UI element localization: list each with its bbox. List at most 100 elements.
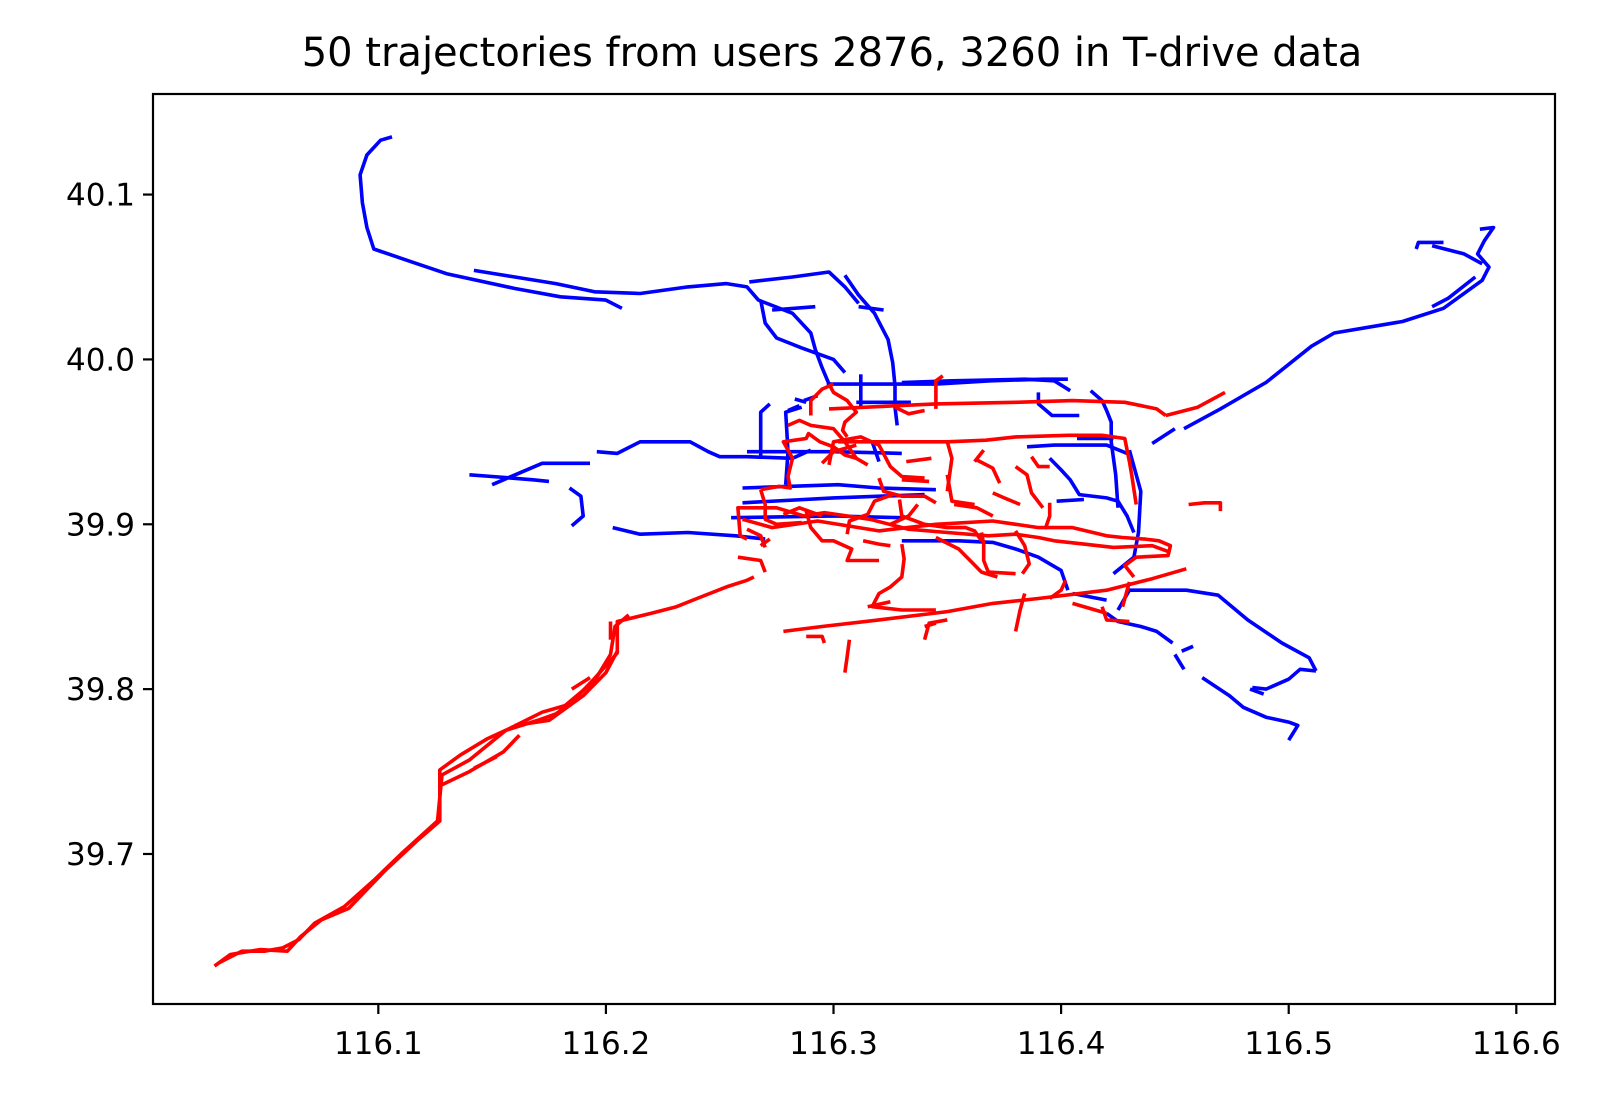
trajectory-line (862, 539, 891, 548)
trajectory-line (1180, 644, 1194, 653)
trajectory-line (596, 439, 812, 461)
trajectory-line (1026, 443, 1128, 456)
trajectory-line (213, 575, 755, 968)
trajectory-line (758, 489, 802, 527)
trajectory-line (1013, 593, 1027, 632)
trajectory-line (804, 510, 879, 563)
x-tick-label: 116.5 (1244, 1026, 1333, 1062)
x-tick-label: 116.3 (789, 1026, 878, 1062)
series-layer (213, 135, 1496, 968)
trajectory-line (953, 502, 994, 518)
trajectory-line (473, 268, 831, 385)
trajectory-line (469, 473, 550, 484)
y-tick-label: 39.9 (66, 507, 135, 543)
trajectory-line (843, 639, 852, 673)
trajectory-line (870, 543, 936, 612)
trajectory-line (897, 499, 983, 542)
trajectory-line (1014, 529, 1031, 575)
trajectory-line (218, 613, 630, 965)
y-tick-label: 40.1 (66, 178, 135, 214)
trajectory-line (827, 435, 925, 480)
trajectory-line (870, 441, 881, 463)
x-tick-label: 116.6 (1472, 1026, 1561, 1062)
chart-title: 50 trajectories from users 2876, 3260 in… (302, 30, 1363, 76)
trajectory-line (787, 418, 869, 467)
trajectory-line (808, 382, 835, 416)
trajectory-line (1173, 653, 1186, 671)
trajectory-line (1056, 497, 1085, 503)
trajectory-line (858, 304, 884, 312)
trajectory-line (973, 448, 986, 463)
trajectory-line (514, 650, 619, 728)
trajectory-line (889, 503, 920, 526)
trajectory-line (1165, 390, 1226, 418)
trajectory-line (1249, 687, 1265, 696)
trajectory-line (1014, 465, 1045, 509)
trajectory-line (742, 517, 1173, 579)
trajectory-line (1112, 449, 1143, 576)
trajectory-line (935, 535, 998, 579)
trajectory-line (867, 600, 891, 609)
trajectory-line (1414, 240, 1444, 250)
trajectory-line (922, 618, 948, 641)
trajectory-line (747, 449, 902, 456)
trajectory-line (901, 478, 930, 484)
trajectory-line (783, 567, 1187, 634)
trajectory-line (783, 405, 803, 485)
trajectory-line (473, 755, 498, 770)
trajectory-line (737, 555, 767, 573)
trajectory-line (1030, 455, 1050, 469)
trajectory-line (877, 477, 937, 505)
trajectory-line (570, 676, 591, 691)
trajectory-line (760, 431, 857, 492)
trajectory-line (1252, 667, 1317, 691)
y-tick-label: 39.8 (66, 672, 135, 708)
x-tick-label: 116.4 (1017, 1026, 1106, 1062)
trajectory-line (1036, 392, 1080, 418)
trajectory-line (1120, 581, 1132, 608)
y-tick-label: 40.0 (66, 342, 135, 378)
y-axis: 39.7 39.8 39.9 40.0 40.1 (66, 178, 153, 873)
trajectory-line (1043, 502, 1052, 530)
trajectory-line (845, 492, 894, 535)
trajectory-line (894, 405, 925, 416)
plot-area (151, 92, 1557, 1006)
trajectory-line (491, 461, 590, 487)
trajectory-line (945, 474, 975, 507)
trajectory-line (934, 374, 944, 409)
trajectory-line (806, 634, 827, 644)
trajectory-line (749, 270, 860, 305)
trajectory-line (731, 514, 902, 520)
trajectory-line (782, 505, 823, 518)
trajectory-line (568, 486, 586, 528)
trajectory-line (838, 433, 1138, 505)
y-tick-label: 39.7 (66, 837, 135, 873)
trajectory-line (1188, 500, 1223, 512)
trajectory-line (992, 491, 1021, 507)
trajectory-line (1048, 579, 1068, 600)
trajectory-line (1201, 676, 1300, 742)
axes-frame (151, 92, 1557, 1006)
trajectory-line (1431, 243, 1484, 266)
x-axis: 116.1 116.2 116.3 116.4 116.5 116.6 (334, 1004, 1561, 1062)
trajectory-line (1183, 225, 1496, 431)
trajectory-line (758, 402, 772, 459)
trajectory-line (1151, 427, 1176, 446)
x-tick-label: 116.2 (562, 1026, 651, 1062)
trajectory-line (979, 532, 1016, 576)
trajectory-line (1048, 457, 1136, 534)
trajectory-line (1431, 275, 1477, 309)
trajectory-line (771, 304, 816, 312)
trajectory-line (1116, 588, 1318, 672)
trajectory-line (759, 537, 771, 548)
trajectory-line (906, 456, 932, 464)
trajectory-line (758, 299, 847, 374)
trajectory-line (358, 135, 623, 310)
trajectory-line (976, 458, 1002, 484)
trajectory-line (1100, 606, 1130, 624)
x-tick-label: 116.1 (334, 1026, 423, 1062)
trajectory-line (1105, 611, 1174, 645)
trajectory-line (794, 397, 807, 405)
trajectory-line (827, 383, 859, 438)
